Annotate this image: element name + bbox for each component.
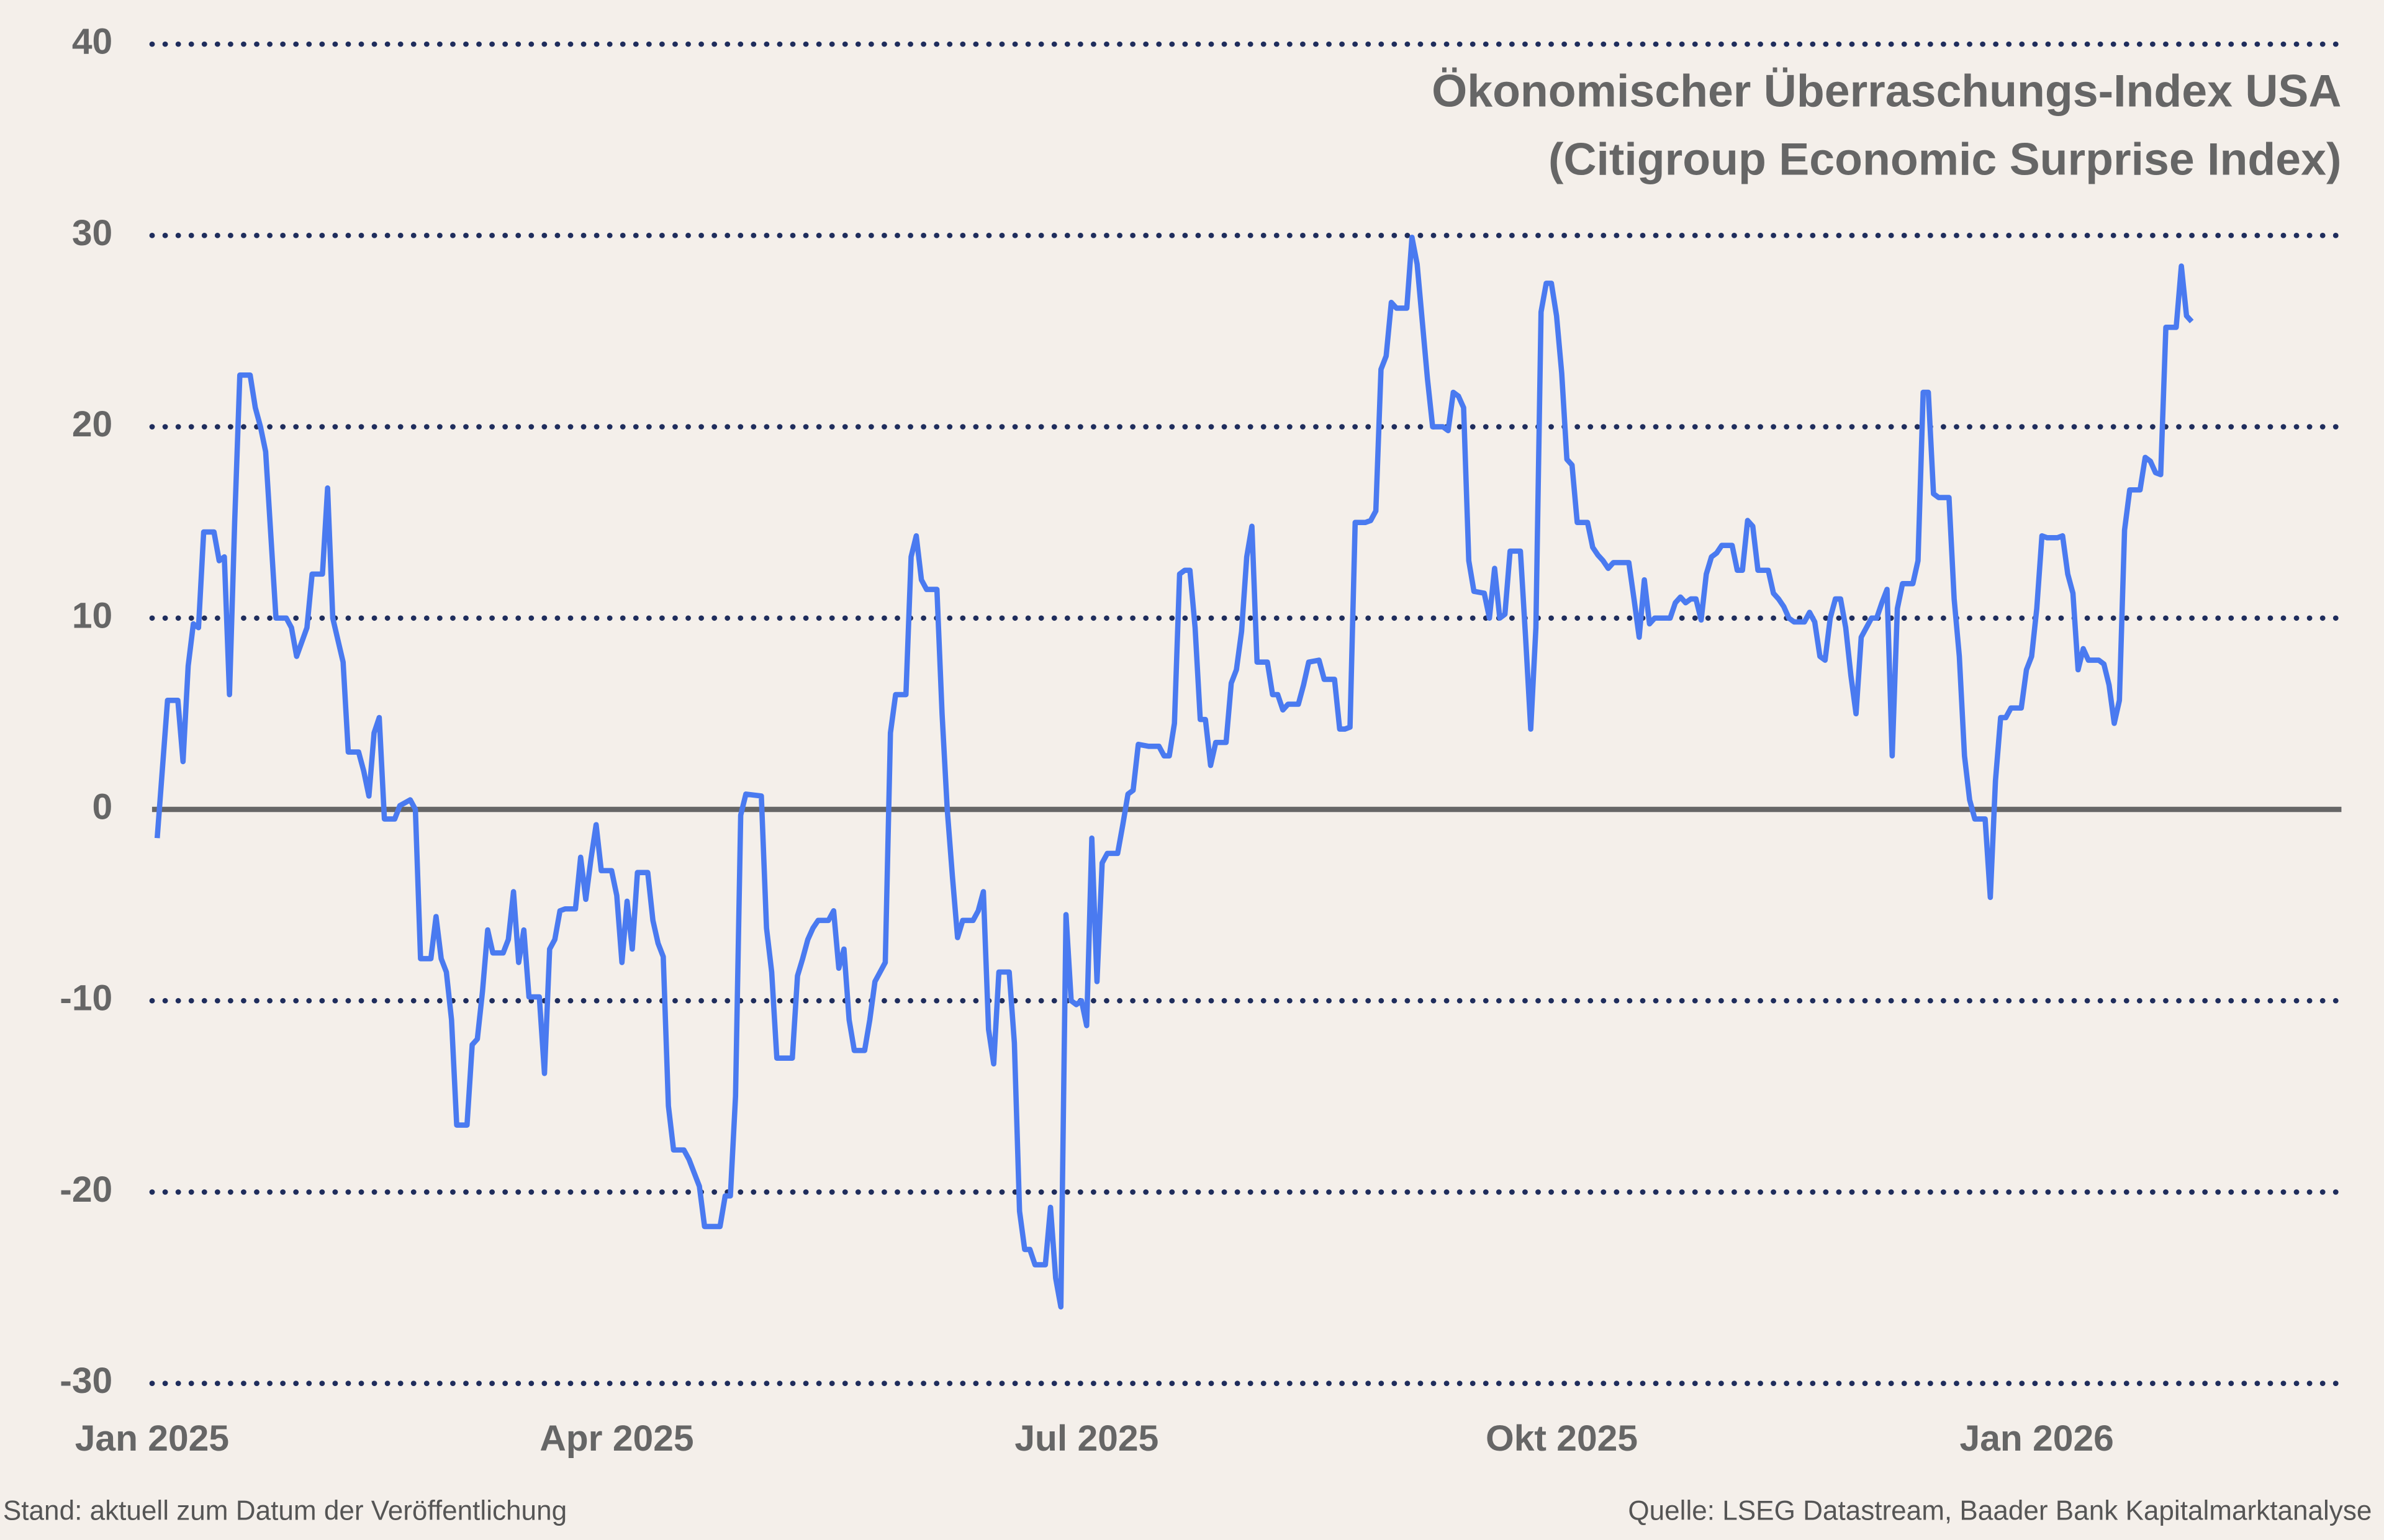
x-tick-label: Okt 2025 [1486,1418,1638,1459]
y-tick-label: 10 [72,595,112,636]
y-tick-label: -10 [60,978,112,1019]
x-tick-label: Apr 2025 [540,1418,693,1459]
x-tick-label: Jul 2025 [1014,1418,1158,1459]
source: Quelle: LSEG Datastream, Baader Bank Kap… [1628,1495,2372,1526]
y-tick-label: 0 [93,787,113,827]
series-line [154,235,2194,1310]
chart-subtitle: (Citigroup Economic Surprise Index) [1548,133,2341,185]
footnote: Stand: aktuell zum Datum der Veröffentli… [3,1495,567,1526]
y-tick-label: 20 [72,404,112,444]
y-tick-label: 40 [72,22,112,62]
x-tick-label: Jan 2026 [1960,1418,2114,1459]
x-tick-label: Jan 2025 [75,1418,229,1459]
chart-title: Ökonomischer Überraschungs-Index USA [1432,65,2341,116]
y-tick-label: -30 [60,1361,112,1401]
y-tick-label: -20 [60,1169,112,1210]
y-tick-label: 30 [72,213,112,253]
